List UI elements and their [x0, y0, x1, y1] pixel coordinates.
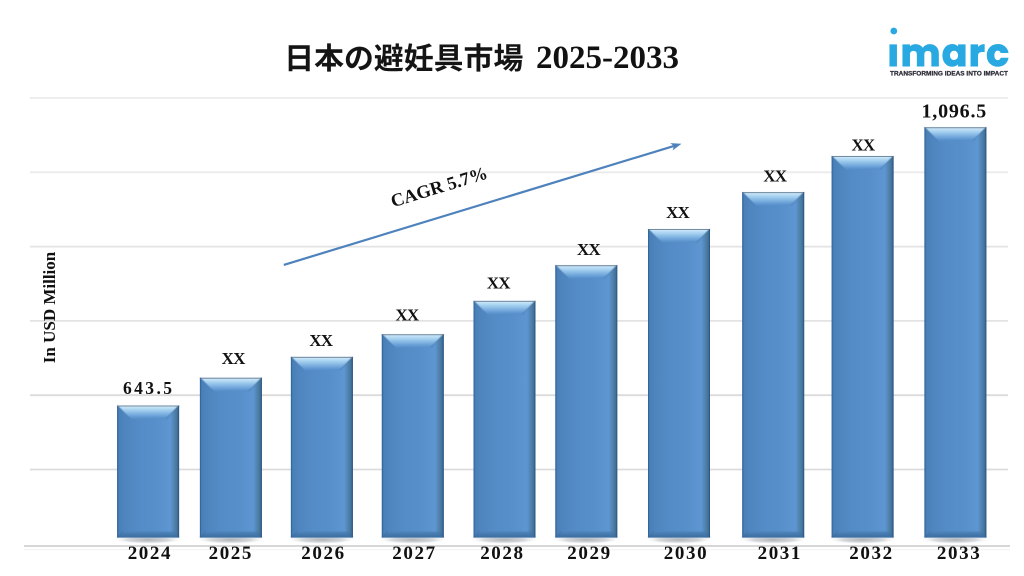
svg-text:XX: XX	[487, 274, 511, 293]
svg-text:2033: 2033	[937, 543, 981, 564]
svg-text:TRANSFORMING IDEAS INTO IMPACT: TRANSFORMING IDEAS INTO IMPACT	[890, 71, 1008, 78]
svg-text:2025-2033: 2025-2033	[536, 40, 679, 76]
svg-text:2024: 2024	[128, 543, 172, 564]
svg-text:2032: 2032	[849, 543, 893, 564]
svg-text:XX: XX	[763, 167, 787, 186]
svg-text:XX: XX	[851, 135, 875, 154]
svg-text:2026: 2026	[301, 543, 345, 564]
svg-text:2027: 2027	[392, 543, 436, 564]
svg-text:XX: XX	[309, 331, 333, 350]
svg-text:1,096.5: 1,096.5	[921, 101, 987, 123]
svg-text:In USD Million: In USD Million	[40, 251, 59, 363]
svg-text:XX: XX	[395, 306, 419, 325]
svg-text:2028: 2028	[480, 543, 524, 564]
svg-text:XX: XX	[666, 203, 690, 222]
svg-text:643.5: 643.5	[123, 378, 174, 398]
svg-text:2031: 2031	[758, 543, 802, 564]
svg-text:XX: XX	[577, 240, 601, 259]
svg-text:2029: 2029	[567, 543, 611, 564]
svg-text:2025: 2025	[209, 543, 253, 564]
svg-text:2030: 2030	[664, 543, 708, 564]
svg-text:XX: XX	[222, 349, 246, 368]
